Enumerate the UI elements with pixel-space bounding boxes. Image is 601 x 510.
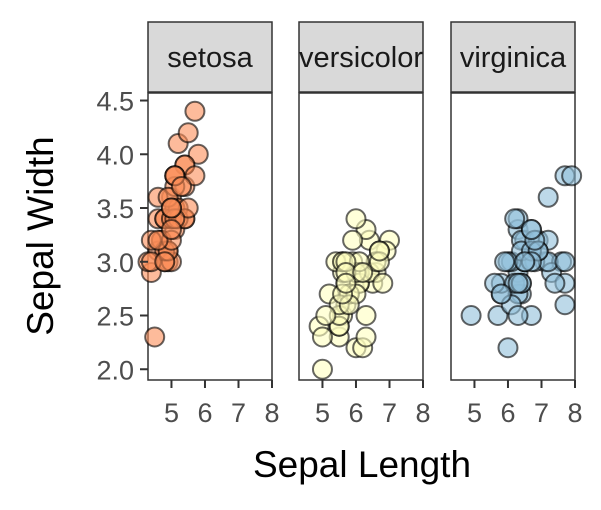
data-point	[144, 326, 166, 348]
data-point	[520, 219, 542, 241]
data-point	[184, 100, 206, 122]
x-tick-label: 7	[231, 398, 246, 428]
data-point	[544, 272, 566, 294]
x-tick-label: 5	[164, 398, 179, 428]
x-tick-label: 6	[348, 398, 363, 428]
facet-versicolor: versicolor 5 6 7 8	[298, 21, 431, 428]
facet-strip-label: setosa	[167, 42, 253, 74]
data-point	[514, 251, 536, 273]
data-point	[460, 305, 482, 327]
data-point	[335, 272, 357, 294]
x-tick-label: 5	[315, 398, 330, 428]
x-tick-label: 8	[264, 398, 279, 428]
facet-strip	[298, 21, 424, 93]
y-tick-label: 4.0	[96, 140, 134, 170]
x-tick-label: 8	[567, 398, 582, 428]
data-point	[147, 229, 169, 251]
facet-strip-label: virginica	[460, 42, 567, 74]
data-point	[490, 283, 512, 305]
data-point	[355, 326, 377, 348]
data-point	[537, 186, 559, 208]
data-point	[342, 229, 364, 251]
facet-virginica: virginica 5 6 7 8	[450, 21, 583, 428]
data-point	[171, 176, 193, 198]
data-point	[504, 208, 526, 230]
y-tick-label: 3.5	[96, 194, 134, 224]
x-axis-title: Sepal Length	[253, 444, 471, 485]
data-point	[160, 197, 182, 219]
y-tick-label: 3.0	[96, 248, 134, 278]
x-tick-label: 8	[415, 398, 430, 428]
data-point	[315, 305, 337, 327]
y-axis-title: Sepal Width	[20, 136, 61, 336]
data-point	[554, 251, 576, 273]
facet-setosa: setosa 5 6 7 8	[137, 21, 280, 428]
y-tick-label: 2.0	[96, 355, 134, 385]
data-point	[368, 240, 390, 262]
facet-strip	[147, 21, 273, 93]
data-point	[154, 251, 176, 273]
y-tick-label: 2.5	[96, 302, 134, 332]
data-point	[561, 165, 583, 187]
data-point	[311, 358, 333, 380]
data-point	[487, 305, 509, 327]
data-point	[507, 272, 529, 294]
x-tick-label: 6	[500, 398, 515, 428]
x-tick-label: 7	[382, 398, 397, 428]
data-point	[507, 305, 529, 327]
data-point	[355, 305, 377, 327]
x-tick-label: 5	[467, 398, 482, 428]
y-tick-label: 4.5	[96, 87, 134, 117]
data-point	[187, 143, 209, 165]
y-axis: 2.0 2.5 3.0 3.5 4.0 4.5	[96, 87, 148, 385]
data-point	[160, 219, 182, 241]
data-point	[352, 262, 374, 284]
facet-strip	[450, 21, 576, 93]
x-tick-label: 6	[197, 398, 212, 428]
data-point	[177, 122, 199, 144]
data-point	[497, 337, 519, 359]
facet-strip-label: versicolor	[299, 42, 423, 74]
data-point	[372, 272, 394, 294]
data-point	[184, 165, 206, 187]
data-point	[554, 294, 576, 316]
data-point	[311, 326, 333, 348]
data-point	[345, 208, 367, 230]
data-point	[494, 251, 516, 273]
x-tick-label: 7	[534, 398, 549, 428]
